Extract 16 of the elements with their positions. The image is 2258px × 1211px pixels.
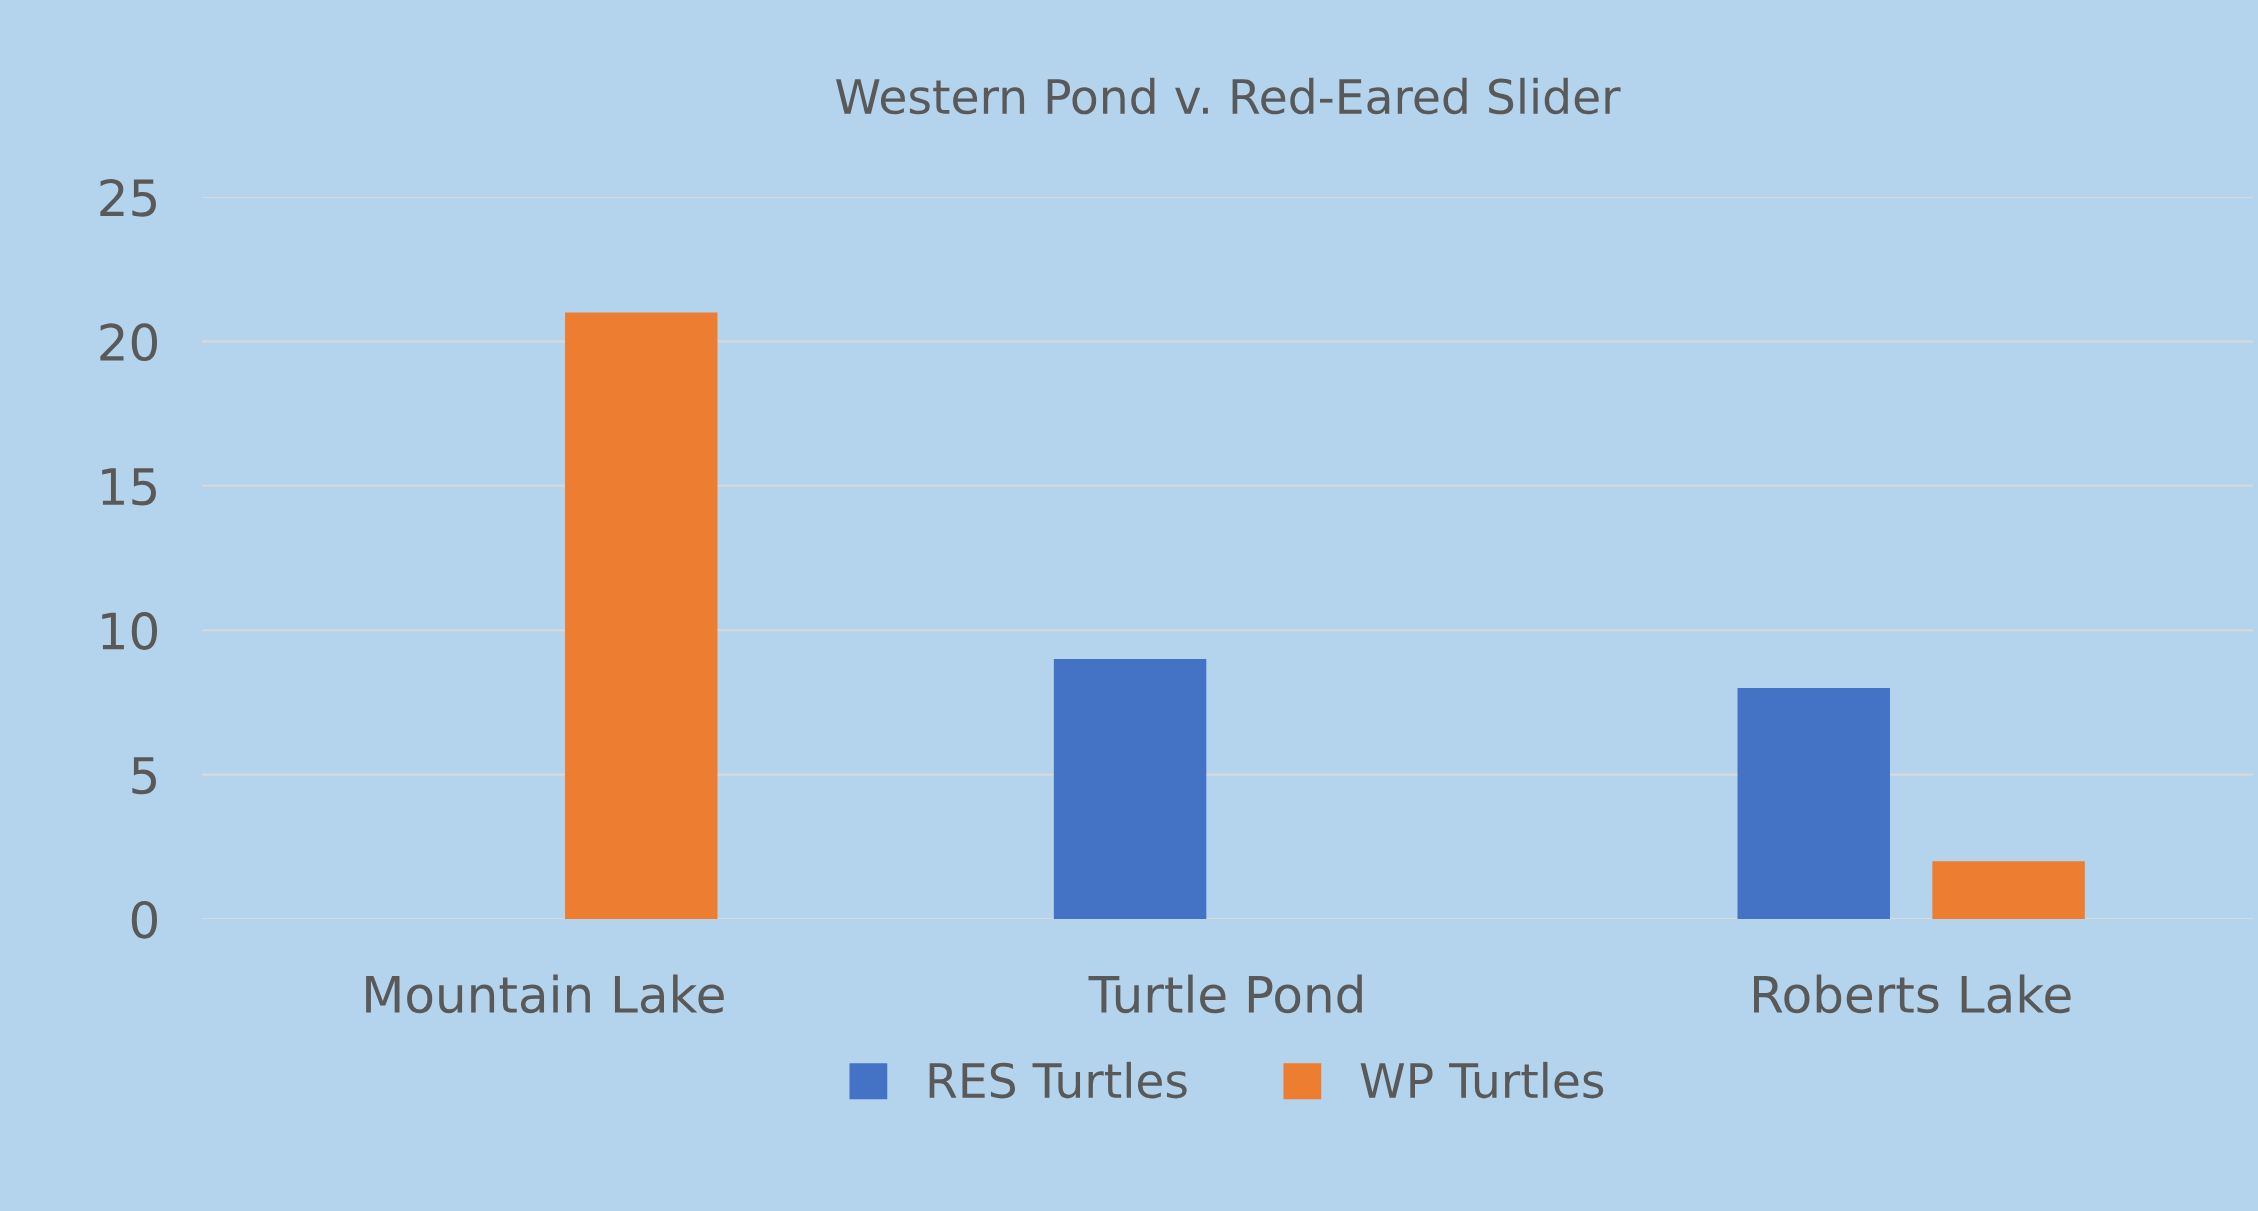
x-tick-label: Mountain Lake	[366, 974, 724, 1014]
bar	[1737, 687, 1890, 919]
chart-title: Western Pond v. Red-Eared Slider	[836, 77, 1621, 115]
x-tick-label: Turtle Pond	[1088, 974, 1362, 1014]
y-tick-label: 10	[102, 612, 158, 650]
y-tick-label: 0	[131, 900, 158, 939]
legend-label: RES Turtles	[929, 1061, 1187, 1099]
y-tick-label: 5	[132, 757, 156, 795]
bar	[565, 312, 718, 919]
y-tick-label: 25	[100, 178, 156, 217]
y-tick-label: 20	[100, 323, 158, 362]
bar	[1053, 659, 1207, 919]
bar	[1932, 861, 2085, 919]
legend-label: WP Turtles	[1360, 1061, 1604, 1099]
x-tick-label: Roberts Lake	[1754, 974, 2071, 1014]
y-tick-label: 15	[102, 468, 156, 506]
